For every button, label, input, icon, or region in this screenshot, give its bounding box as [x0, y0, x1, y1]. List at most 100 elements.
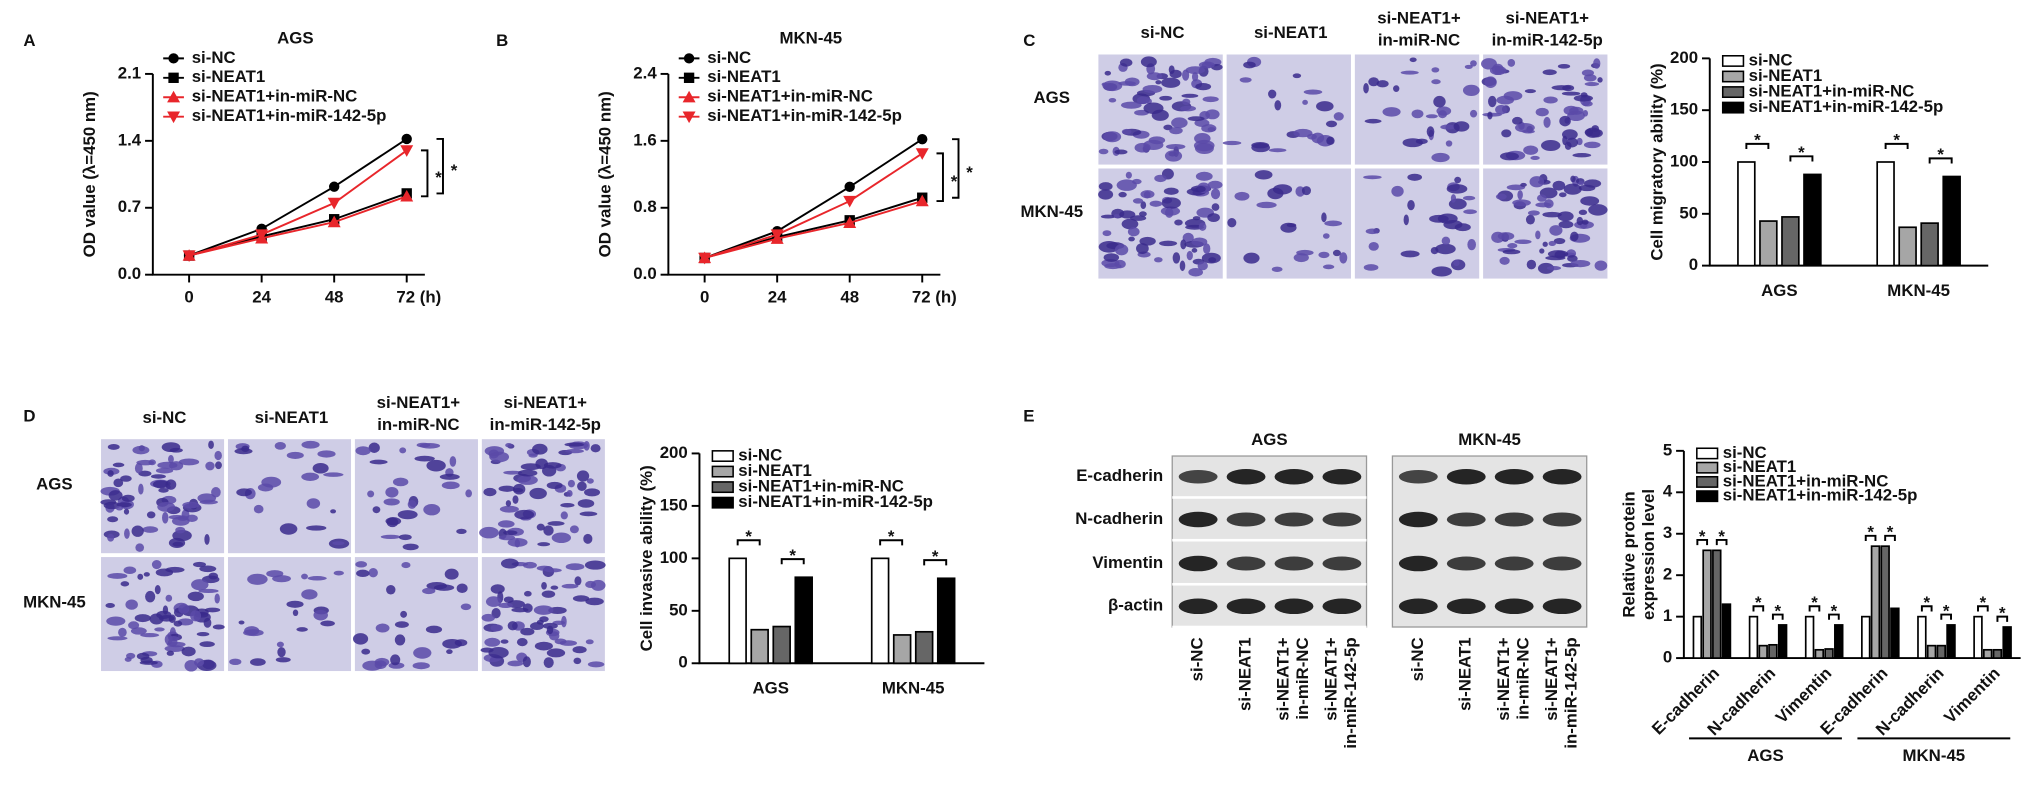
marker — [167, 90, 181, 103]
cell — [333, 570, 344, 576]
cell — [1136, 243, 1149, 255]
cell — [1541, 140, 1561, 152]
cell — [590, 579, 606, 591]
y-tick-label: 0.7 — [118, 197, 141, 216]
panel-label: A — [23, 31, 35, 50]
cell — [286, 600, 304, 608]
cell — [306, 525, 327, 531]
cell — [1164, 150, 1183, 162]
cell — [1426, 126, 1435, 138]
cell — [1409, 57, 1417, 63]
cell — [105, 603, 115, 609]
significance-bracket — [1884, 142, 1909, 150]
blot-group-label: AGS — [1251, 430, 1287, 449]
cell — [1169, 126, 1183, 135]
cell — [1467, 238, 1476, 251]
cell — [186, 514, 198, 522]
significance-label: * — [1893, 131, 1900, 150]
cell — [204, 607, 221, 613]
cell — [1382, 107, 1401, 117]
y-tick-label: 0 — [678, 653, 687, 672]
cell — [1559, 192, 1567, 198]
cell — [190, 610, 202, 622]
cell — [517, 475, 538, 485]
cell — [1506, 184, 1526, 191]
marker — [917, 133, 928, 145]
cell — [1524, 89, 1537, 94]
cell — [165, 479, 177, 490]
legend-label: si-NC — [738, 445, 782, 464]
column-label: si-NEAT1+ — [377, 393, 461, 412]
cell — [1322, 264, 1335, 270]
cell — [1587, 128, 1593, 137]
cell — [572, 646, 587, 654]
cell — [1450, 194, 1457, 203]
cell — [143, 572, 150, 577]
cell — [173, 620, 183, 627]
cell — [500, 558, 519, 569]
cell — [1136, 96, 1150, 105]
y-axis-label: Relative protein — [1620, 491, 1639, 617]
cell — [124, 656, 132, 662]
cell — [1580, 196, 1600, 206]
cell — [112, 462, 125, 468]
significance-label: * — [932, 547, 939, 566]
cell — [148, 459, 156, 466]
bar — [870, 557, 890, 665]
cell — [1407, 200, 1415, 211]
cell — [115, 505, 124, 511]
column-label: si-NC — [143, 408, 187, 427]
cell — [1324, 220, 1343, 227]
bar — [1803, 173, 1822, 267]
cell — [1322, 233, 1330, 239]
cell — [1102, 80, 1123, 92]
cell — [550, 585, 559, 590]
blot-band — [1398, 511, 1438, 528]
cell — [1573, 94, 1594, 102]
cell — [172, 541, 184, 547]
cell — [1563, 183, 1582, 195]
marker — [400, 189, 414, 202]
cell — [116, 502, 132, 508]
cell — [497, 520, 515, 528]
cell — [516, 638, 528, 647]
lane-label: si-NC — [1408, 637, 1427, 681]
column-label: si-NEAT1 — [255, 408, 329, 427]
significance-label: * — [1831, 601, 1838, 620]
cell — [1148, 136, 1166, 145]
cell — [1553, 237, 1566, 245]
cell — [1222, 140, 1242, 146]
bar — [1737, 161, 1756, 267]
cell — [1561, 91, 1581, 96]
cell — [1339, 252, 1348, 264]
cell — [1293, 128, 1313, 138]
cell — [1578, 184, 1596, 192]
cell — [367, 490, 375, 498]
cell — [1191, 237, 1208, 247]
micrograph-cells — [355, 442, 472, 551]
cell — [1536, 194, 1547, 202]
cell — [356, 569, 370, 578]
marker — [770, 229, 784, 242]
significance-bracket — [1996, 615, 2009, 622]
significance-label: * — [1867, 523, 1874, 542]
cell — [142, 526, 159, 533]
cell — [498, 602, 513, 609]
legend-label: si-NEAT1+in-miR-NC — [192, 87, 358, 106]
cell — [1121, 218, 1139, 230]
column-label: in-miR-142-5p — [490, 415, 601, 434]
cell — [422, 587, 436, 595]
cell — [1363, 175, 1382, 180]
cell — [137, 573, 144, 580]
cell — [1484, 76, 1497, 88]
cell — [1488, 95, 1497, 108]
cell — [247, 573, 268, 585]
cell — [107, 636, 128, 641]
marker — [683, 53, 695, 64]
cell — [1535, 107, 1549, 117]
bar — [1721, 603, 1732, 659]
cell — [1463, 195, 1476, 201]
legend-swatch — [1721, 86, 1745, 99]
x-tick-label: 24 — [768, 287, 787, 306]
cell — [1564, 141, 1572, 150]
